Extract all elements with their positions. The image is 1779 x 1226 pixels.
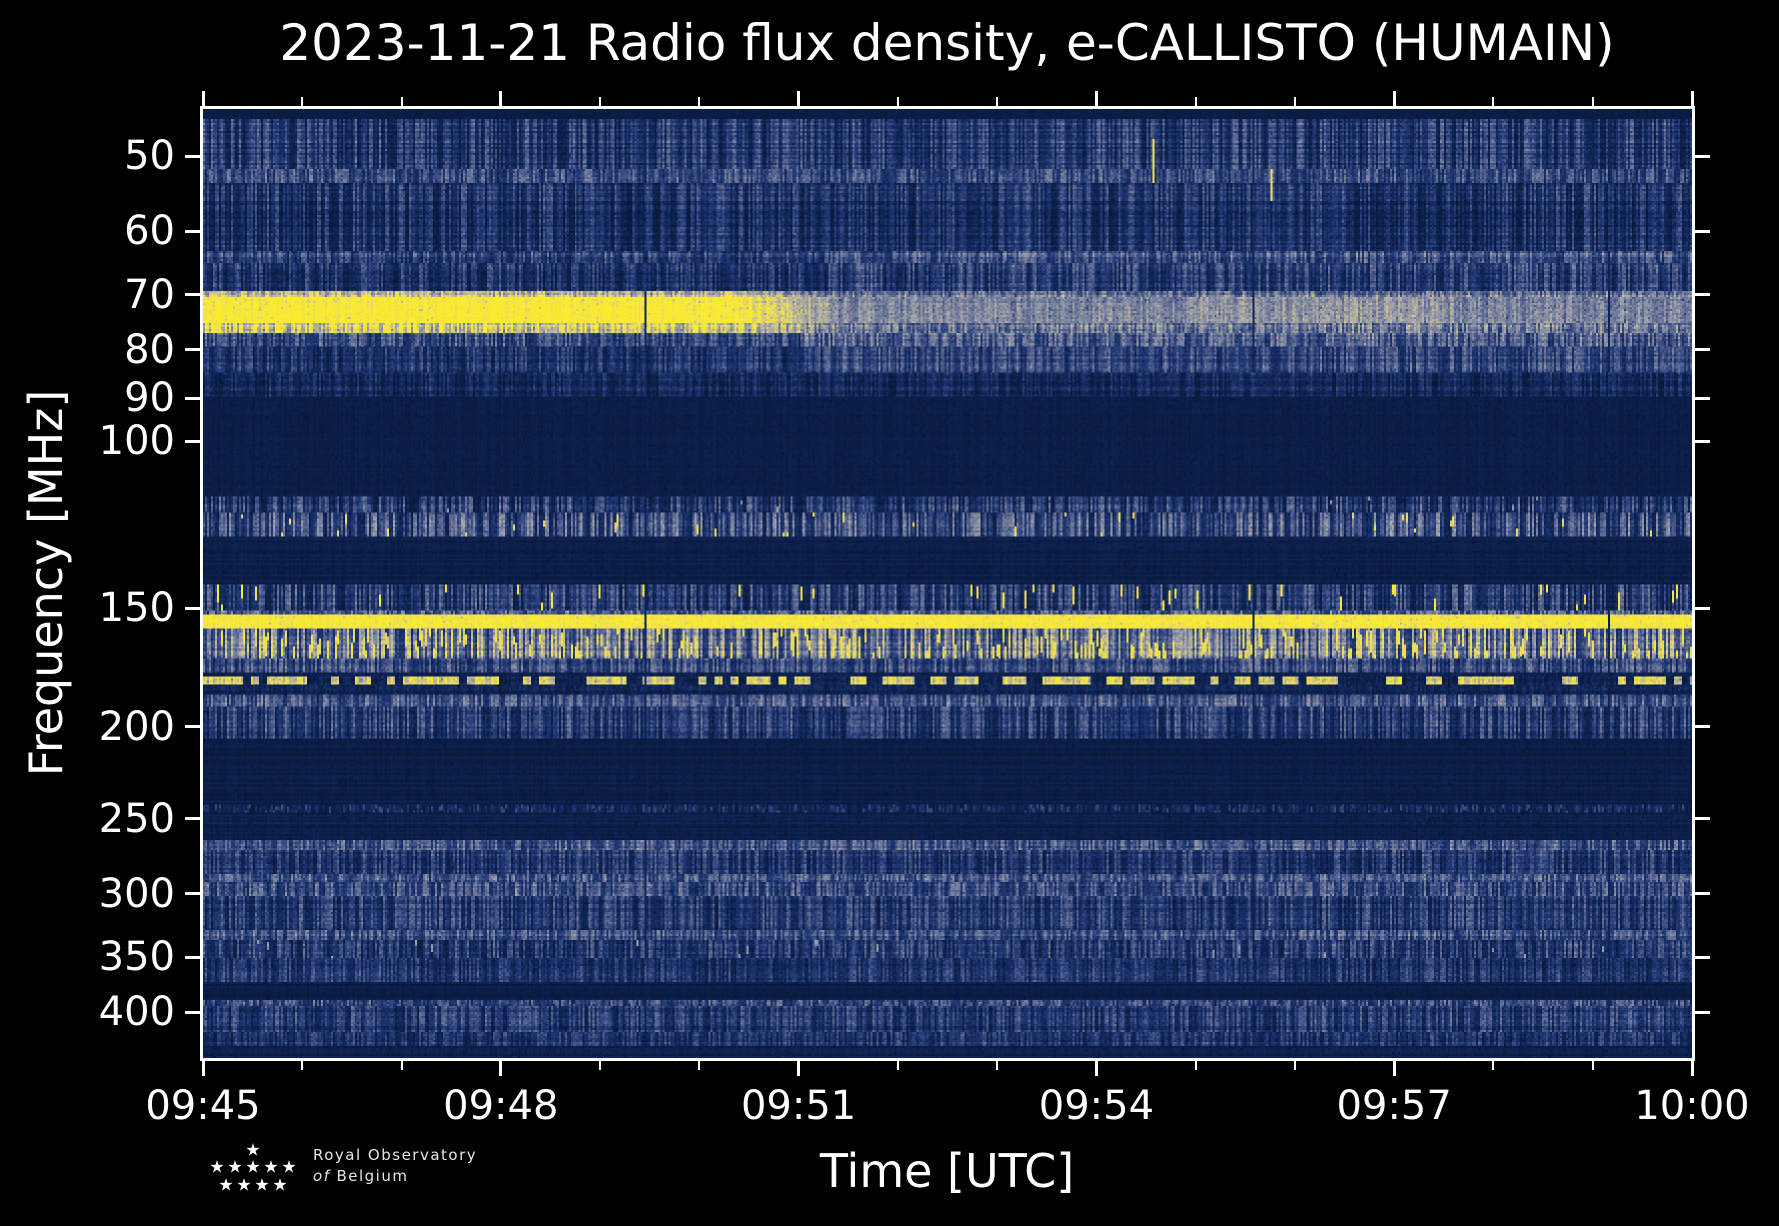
y-major-tick	[185, 293, 200, 297]
y-major-tick	[185, 439, 200, 443]
rob-logo-text-line1: Royal Observatory	[313, 1146, 478, 1164]
y-major-tick-right	[1695, 348, 1710, 352]
x-major-tick-top	[1392, 91, 1396, 106]
y-major-tick-right	[1695, 955, 1710, 959]
x-major-tick	[1690, 1061, 1694, 1076]
x-major-tick-top	[1690, 91, 1694, 106]
y-tick-label: 50	[124, 133, 175, 180]
x-major-tick	[1094, 1061, 1098, 1076]
y-major-tick-right	[1695, 396, 1710, 400]
y-major-tick-right	[1695, 1010, 1710, 1014]
x-minor-tick	[599, 1061, 602, 1070]
y-major-tick-right	[1695, 892, 1710, 896]
y-tick-label: 80	[124, 326, 175, 373]
y-tick-label: 70	[124, 271, 175, 318]
y-major-tick	[185, 955, 200, 959]
x-minor-tick	[1194, 1061, 1197, 1070]
y-major-tick	[185, 817, 200, 821]
x-major-tick	[1392, 1061, 1396, 1076]
x-tick-label: 09:57	[1336, 1083, 1452, 1129]
x-minor-tick-top	[1492, 97, 1495, 106]
x-minor-tick-top	[599, 97, 602, 106]
y-tick-label: 300	[98, 870, 175, 917]
y-tick-label: 60	[124, 208, 175, 255]
y-tick-label: 350	[98, 934, 175, 981]
x-minor-tick	[1293, 1061, 1296, 1070]
y-major-tick	[185, 348, 200, 352]
x-minor-tick	[996, 1061, 999, 1070]
star-icon: ★	[254, 1175, 270, 1196]
y-major-tick-right	[1695, 606, 1710, 610]
x-minor-tick-top	[301, 97, 304, 106]
x-tick-label: 09:45	[145, 1083, 261, 1129]
x-tick-label: 09:51	[740, 1083, 857, 1129]
x-major-tick-top	[797, 91, 801, 106]
x-major-tick-top	[499, 91, 503, 106]
y-major-tick-right	[1695, 817, 1710, 821]
x-major-tick-top	[201, 91, 205, 106]
y-major-tick	[185, 396, 200, 400]
x-minor-tick-top	[698, 97, 701, 106]
y-major-tick	[185, 892, 200, 896]
spectrogram-canvas	[203, 109, 1692, 1058]
star-icon: ★	[209, 1157, 225, 1178]
x-axis-label: Time [UTC]	[819, 1144, 1075, 1198]
x-minor-tick	[1591, 1061, 1594, 1070]
rob-logo-text-line2: of Belgium	[313, 1167, 408, 1185]
y-major-tick-right	[1695, 154, 1710, 158]
rob-logo-of: of	[313, 1167, 331, 1185]
x-minor-tick	[301, 1061, 304, 1070]
chart-title: 2023-11-21 Radio flux density, e-CALLIST…	[279, 14, 1615, 72]
plot-frame	[200, 106, 1695, 1061]
star-icon: ★	[236, 1175, 252, 1196]
y-tick-label: 200	[98, 703, 175, 750]
rob-logo: ★ ★ ★ ★ ★ ★ ★ ★ ★ ★ Royal Observatory of Belgium	[203, 1141, 623, 1226]
y-major-tick	[185, 606, 200, 610]
x-minor-tick	[698, 1061, 701, 1070]
x-major-tick-top	[1094, 91, 1098, 106]
x-minor-tick-top	[1293, 97, 1296, 106]
y-major-tick-right	[1695, 229, 1710, 233]
star-icon: ★	[281, 1157, 297, 1178]
y-major-tick	[185, 1010, 200, 1014]
y-tick-label: 100	[98, 418, 175, 465]
y-major-tick	[185, 725, 200, 729]
y-major-tick	[185, 154, 200, 158]
x-minor-tick-top	[1194, 97, 1197, 106]
star-icon: ★	[245, 1140, 261, 1161]
star-icon: ★	[218, 1175, 234, 1196]
x-major-tick	[201, 1061, 205, 1076]
y-tick-label: 150	[98, 585, 175, 632]
y-major-tick-right	[1695, 293, 1710, 297]
star-icon: ★	[272, 1175, 288, 1196]
x-minor-tick-top	[996, 97, 999, 106]
star-icon: ★	[245, 1157, 261, 1178]
x-tick-label: 09:48	[443, 1083, 559, 1129]
x-minor-tick	[896, 1061, 899, 1070]
x-minor-tick	[400, 1061, 403, 1070]
rob-logo-belgium: Belgium	[336, 1167, 409, 1185]
x-minor-tick	[1492, 1061, 1495, 1070]
x-minor-tick-top	[896, 97, 899, 106]
x-minor-tick-top	[400, 97, 403, 106]
x-minor-tick-top	[1591, 97, 1594, 106]
x-tick-label: 10:00	[1634, 1083, 1750, 1129]
x-major-tick	[797, 1061, 801, 1076]
y-major-tick-right	[1695, 725, 1710, 729]
y-tick-label: 250	[98, 795, 175, 842]
star-icon: ★	[227, 1157, 243, 1178]
y-major-tick-right	[1695, 439, 1710, 443]
x-tick-label: 09:54	[1038, 1083, 1155, 1129]
x-major-tick	[499, 1061, 503, 1076]
star-icon: ★	[263, 1157, 279, 1178]
y-tick-label: 90	[124, 375, 175, 422]
y-tick-label: 400	[98, 989, 175, 1036]
y-axis-label: Frequency [MHz]	[19, 389, 73, 777]
y-major-tick	[185, 229, 200, 233]
